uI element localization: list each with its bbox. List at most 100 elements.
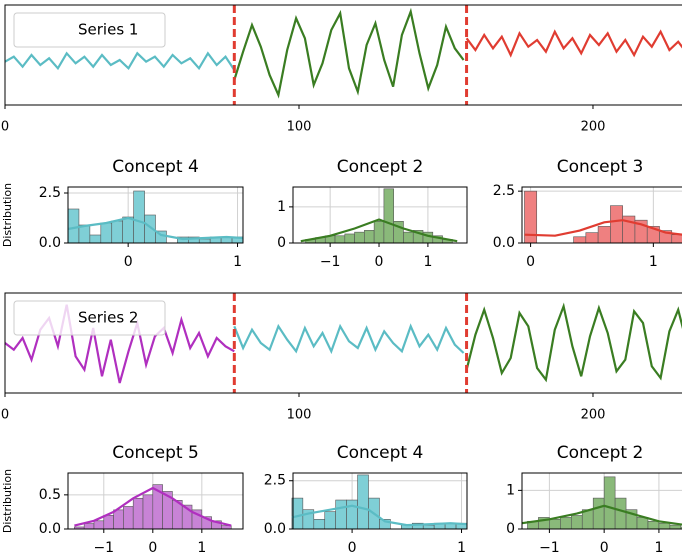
axes-frame xyxy=(292,472,468,530)
y-axis-label: Distribution xyxy=(1,183,14,247)
x-tick-label: 1 xyxy=(457,540,466,556)
histogram-bar xyxy=(198,238,211,244)
histogram-bar xyxy=(100,222,113,244)
histogram-bar xyxy=(658,522,671,530)
series-line xyxy=(465,302,682,383)
histogram-bar xyxy=(592,497,605,530)
x-tick-label: −1 xyxy=(539,540,560,556)
histogram-bar xyxy=(93,520,105,530)
chart-title: Concept 5 xyxy=(112,443,199,463)
kde-line xyxy=(67,216,244,241)
y-tick-label: 0.0 xyxy=(264,521,286,537)
histogram-bar xyxy=(103,515,114,530)
y-tick-label: 0 xyxy=(277,235,286,251)
legend-label: Series 2 xyxy=(78,309,138,327)
y-tick-label: 0.5 xyxy=(39,487,61,503)
histogram-bar xyxy=(647,520,660,530)
x-tick-label: 0 xyxy=(148,540,157,556)
chart-title: Concept 2 xyxy=(337,157,424,177)
y-tick-label: 2.5 xyxy=(264,473,286,489)
chart-title: Concept 2 xyxy=(557,443,644,463)
x-tick-label: −1 xyxy=(93,540,114,556)
chart-title: Concept 4 xyxy=(337,443,424,463)
legend-box xyxy=(13,300,166,336)
histogram-bar xyxy=(89,234,102,244)
histogram-bar xyxy=(346,499,358,530)
series-line xyxy=(4,51,236,71)
y-tick-label: 1 xyxy=(506,482,515,498)
histogram-bar xyxy=(132,497,144,530)
histogram-bar xyxy=(614,497,627,530)
y-tick-label: 1 xyxy=(277,199,286,215)
axes-frame xyxy=(67,186,244,244)
histogram-bar xyxy=(313,519,326,530)
x-tick-label: 1 xyxy=(197,540,206,556)
axes-frame xyxy=(521,472,682,530)
y-axis-label: Distribution xyxy=(1,469,14,533)
x-tick-label: 0 xyxy=(375,254,384,270)
histogram-bar xyxy=(680,526,682,530)
y-tick-label: 2.5 xyxy=(39,185,61,201)
x-tick-label: −1 xyxy=(320,254,341,270)
histogram-bar xyxy=(324,511,336,530)
histogram-bar xyxy=(373,221,385,244)
histogram-bar xyxy=(364,230,375,244)
histogram-bar xyxy=(111,220,123,244)
histogram-bar xyxy=(610,205,623,244)
kde-line xyxy=(521,504,682,526)
histogram-bar xyxy=(636,517,649,530)
x-tick-label: 0 xyxy=(600,540,609,556)
histogram-bar xyxy=(83,523,95,530)
x-tick-label: 0 xyxy=(348,540,357,556)
y-tick-label: 0.0 xyxy=(39,521,61,537)
series-line xyxy=(233,323,465,355)
histogram-bar xyxy=(403,231,414,244)
histogram-bar xyxy=(671,234,682,244)
axes-frame xyxy=(4,4,682,106)
histogram-bar xyxy=(603,476,616,530)
histogram-bar xyxy=(133,190,145,244)
axes-frame xyxy=(521,186,682,244)
histogram-bar xyxy=(549,519,561,530)
y-tick-label: 0 xyxy=(506,521,515,537)
histogram-bar xyxy=(560,517,572,530)
histogram-bar xyxy=(669,524,682,530)
histogram-bar xyxy=(123,506,134,530)
legend-box xyxy=(13,12,166,48)
x-tick-label: 1 xyxy=(423,254,432,270)
histogram-bar xyxy=(335,499,347,530)
legend-label: Series 1 xyxy=(78,21,138,39)
series-line xyxy=(465,29,682,58)
histogram-bar xyxy=(291,497,304,530)
x-tick-label: 0 xyxy=(124,254,133,270)
histogram-bar xyxy=(383,188,394,244)
x-tick-label: 0 xyxy=(1,408,9,423)
chart-title: Concept 4 xyxy=(112,157,199,177)
kde-line xyxy=(524,219,682,237)
histogram-bar xyxy=(113,509,124,530)
chart-title: Concept 3 xyxy=(557,157,644,177)
kde-line xyxy=(300,218,458,243)
histogram-bar xyxy=(142,494,154,530)
x-tick-label: 0 xyxy=(1,120,9,135)
series-line xyxy=(233,7,465,99)
histogram-bar xyxy=(67,208,80,244)
x-tick-label: 0 xyxy=(526,254,535,270)
histogram-bar xyxy=(570,515,583,530)
histogram-bar xyxy=(422,524,435,530)
x-tick-label: 100 xyxy=(287,408,312,423)
y-tick-label: 2.5 xyxy=(493,183,515,199)
x-tick-label: 1 xyxy=(233,254,242,270)
histogram-bar xyxy=(585,232,599,244)
axes-frame xyxy=(67,472,244,530)
x-tick-label: 200 xyxy=(581,408,606,423)
x-tick-label: 1 xyxy=(649,254,658,270)
histogram-bar xyxy=(573,236,587,244)
x-tick-label: 100 xyxy=(287,120,312,135)
axes-frame xyxy=(4,292,682,394)
y-tick-label: 0.0 xyxy=(39,235,61,251)
kde-line xyxy=(74,486,232,527)
x-tick-label: 1 xyxy=(654,540,663,556)
histogram-bar xyxy=(354,231,365,244)
